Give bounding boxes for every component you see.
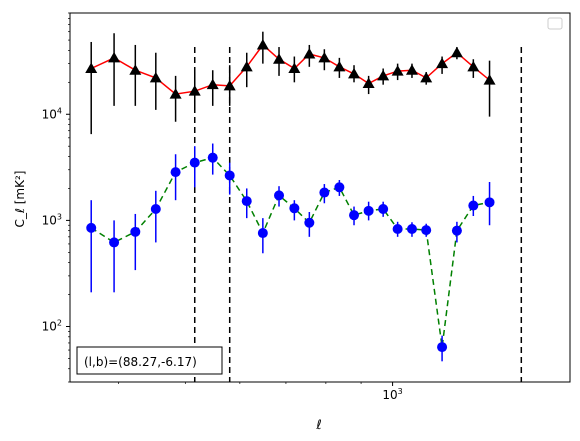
data-point-triangle [450, 46, 463, 58]
data-point-triangle [405, 64, 418, 75]
data-point-triangle [436, 57, 449, 69]
y-tick-label: 104 [42, 106, 62, 121]
data-point-triangle [273, 53, 286, 64]
data-point-circle [189, 157, 200, 168]
data-point-circle [289, 203, 300, 214]
data-point-circle [150, 204, 161, 215]
data-point-triangle [303, 47, 316, 59]
data-point-triangle [256, 38, 269, 50]
data-point-triangle [420, 71, 433, 83]
data-point-triangle [377, 69, 390, 81]
data-point-triangle [467, 60, 480, 72]
data-point-triangle [318, 51, 331, 63]
series-group [85, 31, 496, 135]
data-point-circle [304, 217, 315, 228]
data-point-triangle [333, 60, 346, 72]
data-point-circle [207, 152, 218, 163]
data-point-circle [170, 167, 181, 178]
data-point-circle [363, 205, 374, 216]
legend-box [547, 17, 563, 30]
data-point-circle [257, 228, 268, 239]
series-line [90, 156, 490, 348]
data-point-circle [319, 187, 330, 198]
data-point-triangle [188, 85, 201, 96]
y-axis-label: C_ℓ [mK²] [13, 171, 27, 228]
data-point-triangle [85, 62, 98, 73]
y-tick-label: 102 [42, 319, 62, 334]
data-point-triangle [240, 60, 253, 72]
x-tick-label: 103 [382, 387, 402, 402]
y-tick-label: 103 [42, 212, 62, 227]
data-point-circle [130, 226, 141, 237]
data-point-circle [224, 170, 235, 181]
data-point-circle [86, 222, 97, 233]
data-point-circle [334, 182, 345, 193]
data-point-circle [468, 200, 479, 211]
annotation-box [76, 346, 223, 375]
data-point-circle [274, 190, 285, 201]
x-axis-ticks: 103 [118, 382, 403, 402]
data-point-triangle [223, 79, 236, 91]
y-axis-ticks: 102 103 104 [42, 12, 70, 383]
series-layer [85, 31, 496, 362]
annotation-text: (l,b)=(88.27,-6.17) [84, 355, 197, 369]
data-point-circle [406, 223, 417, 234]
data-point-circle [241, 196, 252, 207]
data-point-triangle [483, 74, 496, 85]
data-point-circle [378, 204, 389, 215]
data-point-triangle [362, 77, 375, 88]
data-point-triangle [129, 64, 142, 75]
data-point-triangle [108, 51, 121, 63]
data-point-circle [484, 197, 495, 208]
data-point-triangle [288, 62, 301, 73]
data-point-triangle [391, 65, 404, 76]
data-point-triangle [206, 78, 219, 90]
data-point-circle [349, 210, 360, 221]
data-point-triangle [169, 88, 182, 99]
data-point-triangle [348, 67, 361, 79]
data-point-circle [451, 225, 462, 236]
plot-frame [69, 12, 571, 383]
x-axis-label: ℓ [315, 418, 321, 433]
series-group [86, 143, 495, 362]
data-point-triangle [149, 71, 162, 83]
data-point-circle [109, 237, 120, 248]
data-point-circle [421, 225, 432, 236]
data-point-circle [392, 223, 403, 234]
data-point-circle [437, 342, 448, 353]
